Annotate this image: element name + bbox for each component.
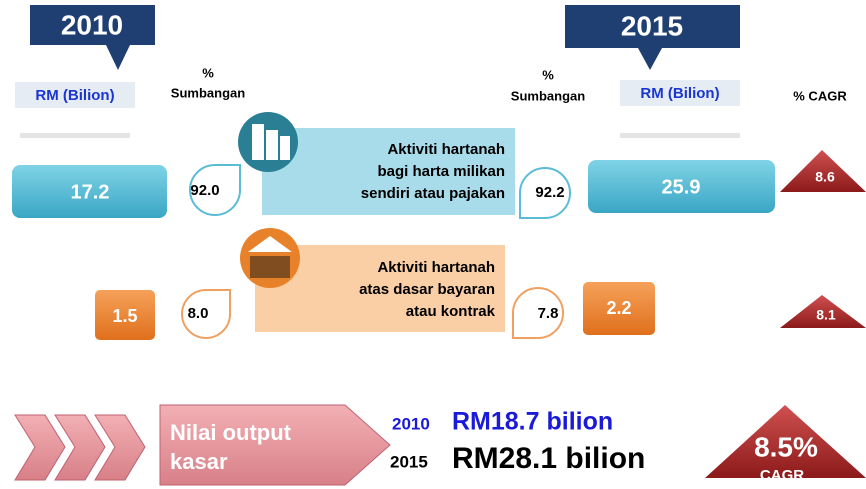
rm-label-box: [620, 80, 740, 106]
footer-title: Nilai output: [170, 420, 292, 445]
footer-year: 2010: [392, 414, 430, 433]
chevron: [14, 414, 66, 481]
label-box: [262, 128, 515, 215]
footer-title: kasar: [170, 449, 228, 474]
icon-part: [250, 256, 290, 278]
share-2015: 7.8: [538, 305, 559, 322]
value-bar: [95, 290, 155, 340]
cagr: 8.6: [815, 169, 835, 185]
chevron: [94, 414, 146, 481]
row-label: atau kontrak: [406, 303, 496, 320]
rm-label: RM (Bilion): [35, 87, 114, 104]
share-label: Sumbangan: [171, 85, 245, 100]
share-label: %: [542, 67, 554, 82]
divider: [20, 133, 130, 138]
rm-2010: 17.2: [71, 181, 110, 203]
share-drop: [181, 289, 231, 339]
share-drop: [189, 164, 241, 216]
row-label: Aktiviti hartanah: [377, 259, 495, 276]
title-arrow: [159, 404, 391, 486]
chevron: [54, 414, 106, 481]
share-label: Sumbangan: [511, 88, 585, 103]
divider: [620, 133, 740, 138]
row-label: Aktiviti hartanah: [387, 141, 505, 158]
cagr-total: 8.5%: [754, 431, 818, 462]
value-bar: [588, 160, 775, 213]
share-drop: [512, 287, 564, 339]
share-drop: [519, 167, 571, 219]
icon-part: [248, 236, 292, 252]
cagr-label: % CAGR: [793, 88, 847, 103]
footer-value: RM28.1 bilion: [452, 442, 645, 475]
rm-label-box: [15, 82, 135, 108]
row-label: atas dasar bayaran: [359, 281, 495, 298]
footer-value: RM18.7 bilion: [452, 408, 613, 436]
value-bar: [12, 165, 167, 218]
rm-2015: 2.2: [606, 298, 631, 318]
icon-part: [266, 130, 278, 160]
banner-2010: [30, 5, 155, 70]
rm-2015: 25.9: [662, 176, 701, 198]
year-2010: 2010: [61, 9, 123, 40]
banner-2015: [565, 5, 740, 70]
icon-part: [252, 124, 264, 160]
share-2015: 92.2: [535, 184, 564, 201]
share-label: %: [202, 65, 214, 80]
share-2010: 92.0: [190, 182, 219, 199]
year-2015: 2015: [621, 10, 683, 41]
footer-year: 2015: [390, 452, 428, 471]
rm-label: RM (Bilion): [640, 85, 719, 102]
cagr-triangle: [780, 295, 866, 328]
row-label: bagi harta milikan: [377, 163, 505, 180]
row-label: sendiri atau pajakan: [361, 185, 505, 202]
icon-part: [280, 136, 290, 160]
cagr-triangle: [705, 405, 866, 478]
share-2010: 8.0: [188, 305, 209, 322]
rm-2010: 1.5: [112, 306, 137, 326]
cagr-total-label: CAGR: [760, 467, 804, 484]
cagr-triangle: [780, 150, 866, 192]
value-bar: [583, 282, 655, 335]
cagr: 8.1: [816, 307, 836, 323]
